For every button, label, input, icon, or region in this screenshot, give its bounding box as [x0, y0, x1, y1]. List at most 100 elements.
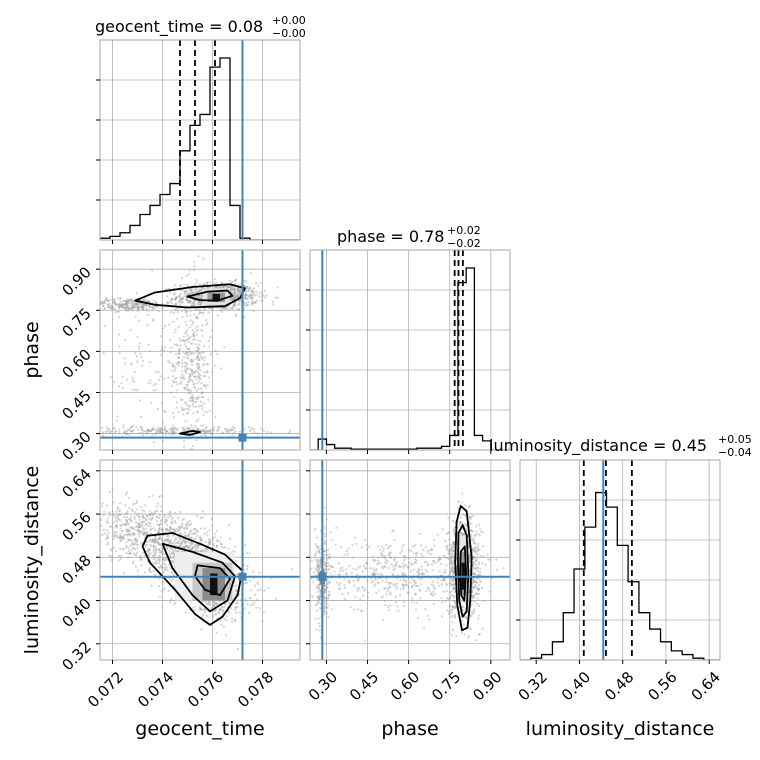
sample-point: [125, 301, 128, 304]
sample-point: [157, 537, 160, 541]
sample-point: [448, 549, 451, 552]
sample-point: [197, 544, 201, 547]
sample-point: [463, 633, 466, 636]
sample-point: [157, 428, 160, 431]
sample-point: [122, 386, 125, 389]
sample-point: [184, 370, 187, 373]
sample-point: [316, 547, 319, 550]
sample-point: [186, 381, 190, 384]
sample-point: [162, 428, 165, 432]
sample-point: [192, 370, 195, 374]
sample-point: [343, 578, 346, 581]
sample-point: [166, 534, 169, 538]
sample-point: [155, 519, 159, 522]
sample-point: [157, 531, 160, 535]
sample-point: [105, 504, 109, 507]
sample-point: [251, 603, 254, 606]
sample-point: [238, 308, 241, 311]
sample-point: [461, 501, 464, 504]
sample-point: [129, 529, 132, 532]
sample-point: [225, 430, 228, 433]
sample-point: [125, 491, 129, 494]
sample-point: [405, 583, 408, 586]
sample-point: [131, 503, 134, 506]
sample-point: [437, 560, 440, 564]
sample-point: [137, 512, 140, 515]
sample-point: [196, 325, 199, 328]
sample-point: [150, 428, 153, 431]
sample-point: [384, 587, 387, 590]
sample-point: [119, 524, 122, 527]
sample-point: [473, 560, 476, 564]
sample-point: [140, 558, 143, 561]
sample-point: [381, 566, 384, 570]
sample-point: [232, 431, 235, 435]
sample-point: [162, 580, 165, 583]
sample-point: [137, 302, 140, 306]
sample-point: [173, 298, 176, 301]
sample-point: [111, 305, 114, 308]
sample-point: [415, 551, 418, 555]
sample-point: [178, 352, 181, 355]
sample-point: [183, 428, 186, 432]
sample-point: [137, 307, 140, 311]
sample-point: [212, 428, 215, 432]
sample-point: [141, 514, 144, 517]
sample-point: [218, 608, 221, 611]
sample-point: [221, 431, 224, 434]
sample-point: [248, 611, 251, 614]
sample-point: [451, 614, 454, 617]
sample-point: [155, 547, 158, 551]
sample-point: [166, 538, 169, 542]
sample-point: [198, 351, 201, 354]
sample-point: [214, 602, 217, 605]
sample-point: [215, 286, 219, 289]
sample-point: [174, 302, 177, 305]
sample-point: [132, 429, 135, 432]
sample-point: [179, 510, 182, 514]
sample-point: [145, 518, 148, 522]
sample-point: [196, 371, 200, 374]
sample-point: [193, 334, 196, 337]
sample-point: [216, 314, 219, 317]
sample-point: [191, 542, 194, 546]
sample-point: [455, 634, 458, 637]
sample-point: [153, 541, 156, 544]
sample-point: [196, 544, 199, 547]
sample-point: [195, 349, 199, 352]
sample-point: [243, 303, 246, 306]
sample-point: [386, 590, 389, 593]
sample-point: [94, 304, 96, 306]
sample-point: [233, 292, 236, 296]
sample-point: [188, 404, 191, 407]
sample-point: [472, 542, 475, 545]
sample-point: [155, 516, 158, 519]
sample-point: [170, 391, 173, 394]
sample-point: [477, 588, 480, 591]
sample-point: [454, 605, 457, 608]
sample-point: [426, 586, 430, 589]
sample-point: [195, 279, 198, 282]
sample-point: [130, 362, 133, 365]
sample-point: [447, 552, 450, 555]
sample-point: [319, 598, 322, 601]
sample-point: [185, 298, 188, 301]
sample-point: [192, 428, 195, 431]
sample-point: [317, 568, 320, 571]
sample-point: [129, 426, 132, 429]
sample-point: [157, 537, 160, 540]
sample-point: [449, 560, 452, 564]
sample-point: [478, 633, 481, 636]
sample-point: [193, 302, 196, 305]
sample-point: [473, 547, 476, 550]
sample-point: [177, 549, 180, 552]
sample-point: [201, 392, 204, 395]
density-bin: [212, 293, 220, 301]
sample-point: [375, 568, 378, 571]
sample-point: [126, 510, 129, 513]
sample-point: [325, 586, 328, 589]
sample-point: [210, 432, 213, 436]
sample-point: [318, 588, 321, 592]
sample-point: [189, 290, 193, 293]
sample-point: [459, 516, 463, 519]
